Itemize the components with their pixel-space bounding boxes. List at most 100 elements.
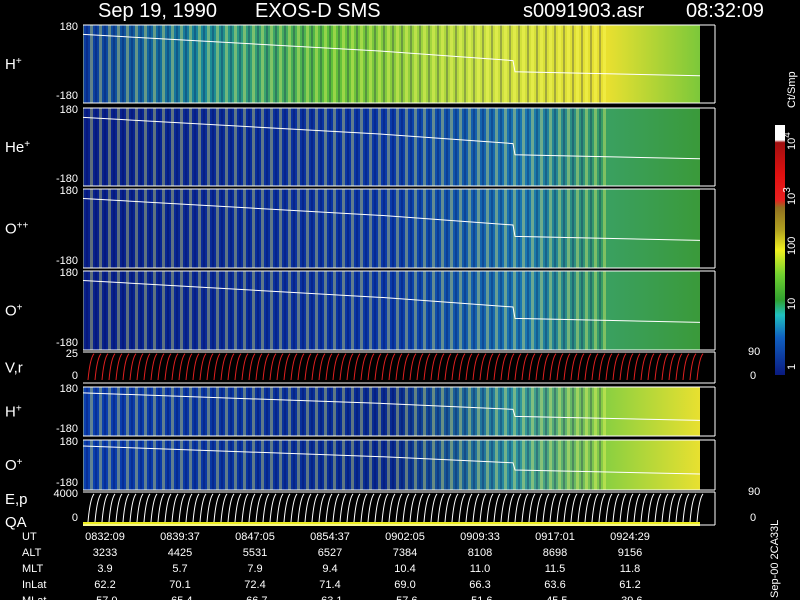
label-base: O: [5, 221, 17, 238]
trace: [82, 116, 701, 160]
label-sup: 4: [782, 132, 793, 138]
tick-top: 180: [60, 104, 78, 116]
spectrogram-stripes: [83, 25, 608, 103]
spectrogram-stripes: [83, 189, 608, 268]
cell: 7384: [393, 547, 417, 559]
cell: 4425: [168, 547, 192, 559]
tick-top: 180: [60, 436, 78, 448]
tick-top: 4000: [54, 488, 78, 500]
label-sup: ++: [17, 220, 29, 231]
trace: [82, 197, 701, 241]
label-base: 10: [786, 193, 798, 205]
tick-bottom: -180: [56, 477, 78, 489]
cell: 0902:05: [385, 531, 425, 543]
right-tick-bottom: 0: [750, 370, 756, 382]
colorbar-label: 100: [786, 237, 798, 255]
file-name: s0091903.asr: [523, 0, 645, 22]
cell: 0847:05: [235, 531, 275, 543]
cell: 0839:37: [160, 531, 200, 543]
row-label: MLT: [22, 563, 43, 575]
cell: 72.4: [244, 579, 265, 591]
panel-label: H+: [5, 56, 22, 74]
cell: 5.7: [172, 563, 187, 575]
orbit-table: UT 0832:09 0839:37 0847:05 0854:37 0902:05 090…: [22, 531, 650, 600]
ramp-trace: [87, 493, 704, 523]
qa-bar: [83, 522, 700, 526]
trace: [82, 392, 701, 421]
cell: 63.6: [544, 579, 565, 591]
cell: 8698: [543, 547, 567, 559]
spectrogram-stripes: [83, 387, 608, 436]
right-tick-top: 90: [748, 346, 760, 358]
label-sup: 3: [782, 187, 793, 193]
label-base: H: [5, 56, 16, 73]
row-label: ALT: [22, 547, 42, 559]
tick-bottom: 0: [72, 370, 78, 382]
cell: 71.4: [319, 579, 340, 591]
panels: H+180-180He+180-180O++180-180O+180-180V,…: [5, 21, 760, 531]
label-sup: +: [16, 403, 22, 414]
tick-top: 180: [60, 185, 78, 197]
cell: -57.6: [392, 595, 417, 600]
cell: 3233: [93, 547, 117, 559]
colorbar-label: 10: [786, 298, 798, 310]
panel-label: O++: [5, 220, 29, 238]
trace: [82, 33, 701, 77]
colorbar-label: 1: [786, 364, 798, 370]
cell: -45.5: [542, 595, 567, 600]
instrument: EXOS-D SMS: [255, 0, 381, 22]
row-label: MLat: [22, 595, 46, 600]
label-base: H: [5, 404, 16, 421]
label-base: 1: [786, 364, 798, 370]
cell: 0832:09: [85, 531, 125, 543]
panel-label: V,r: [5, 360, 23, 377]
cell: -39.6: [617, 595, 642, 600]
cell: 61.2: [619, 579, 640, 591]
cell: 9156: [618, 547, 642, 559]
panel-label: He+: [5, 139, 30, 157]
panel-label-2: QA: [5, 514, 27, 531]
cell: 6527: [318, 547, 342, 559]
spectrogram-stripes: [83, 271, 608, 350]
trace: [82, 279, 701, 323]
cell: 0909:33: [460, 531, 500, 543]
label-sup: +: [17, 457, 23, 468]
cell: 10.4: [394, 563, 415, 575]
tick-top: 25: [66, 348, 78, 360]
colorbar-scale: [775, 125, 785, 375]
label-base: V,r: [5, 360, 23, 377]
cell: 62.2: [94, 579, 115, 591]
cell: -57.0: [92, 595, 117, 600]
footer: Sep-00 2CA33L: [769, 520, 781, 598]
cell: 9.4: [322, 563, 337, 575]
title-bar: Sep 19, 1990 EXOS-D SMS s0091903.asr 08:…: [98, 0, 764, 22]
colorbar-label: 104: [782, 132, 799, 150]
tick-bottom: -180: [56, 90, 78, 102]
cell: -63.1: [317, 595, 342, 600]
tick-top: 180: [60, 21, 78, 33]
date: Sep 19, 1990: [98, 0, 217, 22]
cell: 66.3: [469, 579, 490, 591]
trace: [82, 445, 701, 475]
label-sup: +: [17, 302, 23, 313]
cell: 69.0: [394, 579, 415, 591]
cell: 11.8: [620, 563, 641, 575]
colorbar-unit: Ct/Smp: [786, 71, 798, 108]
label-base: O: [5, 457, 17, 474]
ramp-trace: [87, 353, 704, 381]
cell: 0854:37: [310, 531, 350, 543]
colorbar-label: 103: [782, 187, 799, 205]
cell: 11.5: [545, 563, 566, 575]
label-base: 10: [786, 138, 798, 150]
row-label: InLat: [22, 579, 46, 591]
tick-top: 180: [60, 267, 78, 279]
label-base: He: [5, 139, 24, 156]
cell: 70.1: [169, 579, 190, 591]
tick-bottom: -180: [56, 255, 78, 267]
label-base: 10: [786, 298, 798, 310]
cell: 11.0: [470, 563, 491, 575]
tick-bottom: -180: [56, 423, 78, 435]
